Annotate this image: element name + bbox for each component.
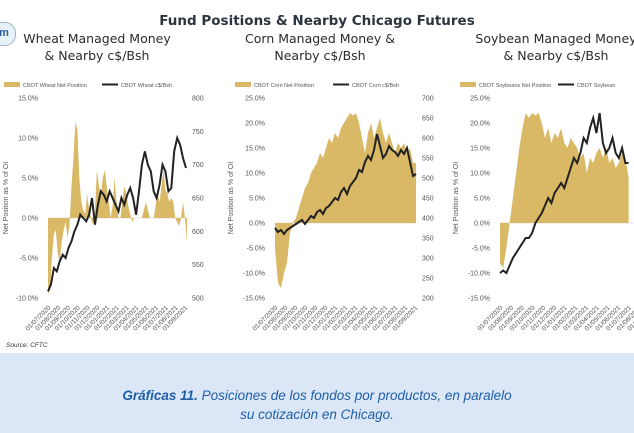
legend-area-label: CBOT Soybeans Net Position — [479, 83, 551, 89]
y-tick-label: 5.0% — [474, 196, 490, 203]
legend-line-label: CBOT Soybean — [577, 83, 615, 89]
y-tick-label: 10.0% — [18, 136, 38, 143]
legend-line-label: CBOT Corn c$/Bsh — [352, 83, 399, 89]
y-tick-label: 15.0% — [18, 96, 38, 103]
figure-title: Fund Positions & Nearby Chicago Futures — [159, 13, 475, 29]
soybean-panel-title: Soybean Managed Money & Nearby c$/Bsh — [475, 31, 634, 63]
y-tick-label: -5.0% — [20, 256, 38, 263]
y2-tick-label: 700 — [422, 96, 434, 103]
logo: m — [0, 22, 16, 46]
y-tick-label: -10.0% — [16, 296, 38, 303]
caption-line-1: Posiciones de los fondos por productos, … — [197, 388, 512, 403]
net-position-area — [275, 113, 416, 288]
caption-line-2: su cotización en Chicago. — [240, 407, 394, 422]
y-tick-label: -10.0% — [468, 271, 490, 278]
y2-tick-label: 600 — [192, 229, 204, 236]
price-line — [274, 133, 417, 236]
y-tick-label: -5.0% — [247, 246, 265, 253]
y-tick-label: -10.0% — [243, 271, 265, 278]
y-tick-label: 10.0% — [470, 171, 490, 178]
net-position-area — [48, 122, 187, 294]
y-tick-label: -15.0% — [243, 296, 265, 303]
y2-tick-label: 700 — [192, 162, 204, 169]
y-tick-label: 15.0% — [470, 146, 490, 153]
legend-area-label: CBOT Wheat Net Position — [23, 83, 87, 89]
figure: m Fund Positions & Nearby Chicago Future… — [0, 0, 634, 353]
y2-tick-label: 500 — [422, 176, 434, 183]
caption-label: Gráficas 11. — [122, 388, 198, 403]
y2-tick-label: 550 — [422, 156, 434, 163]
y2-tick-label: 650 — [192, 196, 204, 203]
y2-tick-label: 800 — [192, 96, 204, 103]
net-position-area — [500, 113, 629, 268]
legend-line-label: CBOT Wheat c$/Bsh — [121, 83, 172, 89]
y-tick-label: 15.0% — [245, 146, 265, 153]
y-tick-label: 0.0% — [474, 221, 490, 228]
y2-tick-label: 400 — [422, 216, 434, 223]
legend-area-label: CBOT Corn Net Position — [254, 83, 314, 89]
y-tick-label: 25.0% — [245, 96, 265, 103]
y-axis-label: Net Position as % of OI — [3, 162, 10, 234]
legend-area-swatch — [4, 82, 20, 87]
y-tick-label: 25.0% — [470, 96, 490, 103]
y2-tick-label: 350 — [422, 236, 434, 243]
soybean-chart: CBOT Soybeans Net Position CBOT Soybean Ne… — [453, 82, 634, 332]
y2-tick-label: 500 — [192, 296, 204, 303]
y-tick-label: 20.0% — [245, 121, 265, 128]
y-tick-label: -15.0% — [468, 296, 490, 303]
wheat-panel-title: Wheat Managed Money & Nearby c$/Bsh — [23, 31, 171, 63]
y2-tick-label: 200 — [422, 296, 434, 303]
y2-tick-label: 450 — [422, 196, 434, 203]
y2-tick-label: 750 — [192, 129, 204, 136]
y-axis-label: Net Position as % of OI — [228, 162, 235, 234]
legend-area-swatch — [460, 82, 476, 87]
y2-tick-label: 600 — [422, 136, 434, 143]
price-line — [47, 134, 187, 292]
y-tick-label: 20.0% — [470, 121, 490, 128]
legend-area-swatch — [235, 82, 251, 87]
y-axis-label: Net Position as % of OI — [453, 162, 460, 234]
y2-tick-label: 550 — [192, 262, 204, 269]
y-tick-label: 0.0% — [249, 221, 265, 228]
source-note: Source: CFTC — [6, 342, 48, 349]
y-tick-label: -5.0% — [472, 246, 490, 253]
y-tick-label: 5.0% — [249, 196, 265, 203]
y2-tick-label: 300 — [422, 256, 434, 263]
y-tick-label: 10.0% — [245, 171, 265, 178]
corn-panel-title: Corn Managed Money & Nearby c$/Bsh — [245, 31, 395, 63]
caption: Gráficas 11. Posiciones de los fondos po… — [0, 386, 634, 424]
y-tick-label: 5.0% — [22, 176, 38, 183]
price-line — [499, 112, 629, 275]
y-tick-label: 0.0% — [22, 216, 38, 223]
y2-tick-label: 250 — [422, 276, 434, 283]
wheat-chart: CBOT Wheat Net Position CBOT Wheat c$/Bsh… — [3, 82, 204, 332]
corn-chart: CBOT Corn Net Position CBOT Corn c$/Bsh Ne… — [228, 82, 434, 332]
y2-tick-label: 650 — [422, 116, 434, 123]
